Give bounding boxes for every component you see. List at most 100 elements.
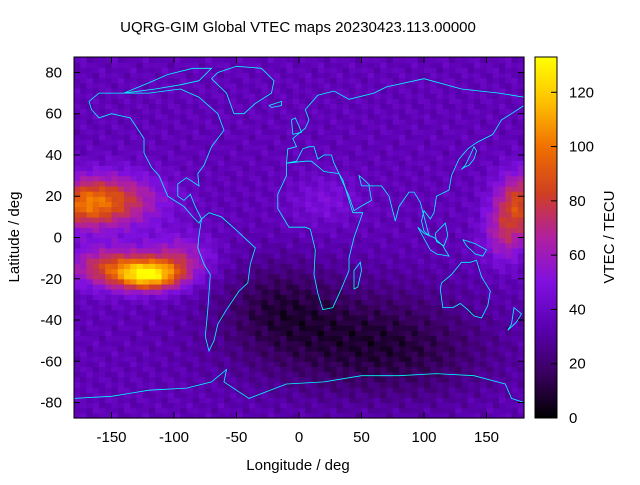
heatmap-cell (299, 134, 306, 141)
heatmap-cell (486, 108, 494, 115)
heatmap-cell (130, 345, 138, 352)
heatmap-cell (92, 325, 100, 331)
heatmap-cell (99, 402, 106, 409)
heatmap-cell (280, 325, 288, 331)
heatmap-cell (211, 361, 219, 368)
heatmap-cell (161, 237, 169, 244)
heatmap-cell (242, 77, 250, 84)
heatmap-cell (111, 314, 119, 321)
heatmap-cell (205, 387, 213, 393)
heatmap-cell (505, 376, 513, 383)
heatmap-cell (367, 381, 375, 388)
heatmap-cell (80, 247, 88, 254)
heatmap-cell (174, 299, 181, 306)
heatmap-cell (474, 185, 481, 192)
heatmap-cell (505, 222, 513, 228)
heatmap-cell (480, 320, 488, 326)
heatmap-cell (111, 129, 119, 135)
heatmap-cell (217, 108, 225, 115)
heatmap-cell (86, 304, 94, 311)
heatmap-cell (455, 139, 463, 146)
heatmap-cell (286, 407, 294, 414)
heatmap-cell (161, 335, 169, 342)
heatmap-cell (449, 149, 456, 156)
heatmap-cell (280, 350, 288, 357)
heatmap-cell (280, 222, 288, 228)
heatmap-cell (80, 77, 88, 84)
heatmap-cell (317, 139, 325, 146)
heatmap-cell (330, 273, 338, 280)
heatmap-cell (124, 283, 131, 290)
heatmap-cell (442, 376, 450, 383)
heatmap-cell (92, 222, 100, 228)
heatmap-cell (374, 191, 381, 197)
heatmap-cell (467, 258, 475, 264)
heatmap-cell (167, 299, 175, 306)
heatmap-cell (417, 149, 425, 156)
heatmap-cell (430, 371, 438, 378)
heatmap-cell (192, 340, 200, 347)
heatmap-cell (317, 309, 325, 316)
heatmap-cell (211, 350, 219, 357)
heatmap-cell (449, 129, 456, 135)
heatmap-cell (149, 361, 156, 368)
heatmap-cell (374, 309, 381, 316)
heatmap-cell (511, 77, 519, 84)
heatmap-cell (274, 309, 281, 316)
heatmap-cell (367, 170, 375, 177)
heatmap-cell (99, 196, 106, 202)
heatmap-cell (261, 283, 269, 290)
heatmap-cell (86, 283, 94, 290)
heatmap-cell (486, 397, 494, 404)
heatmap-cell (361, 62, 369, 68)
heatmap-cell (311, 180, 319, 187)
heatmap-cell (492, 211, 500, 218)
heatmap-cell (517, 222, 525, 228)
heatmap-cell (80, 237, 88, 244)
heatmap-cell (292, 93, 300, 99)
heatmap-cell (161, 180, 169, 187)
heatmap-cell (155, 160, 163, 166)
heatmap-cell (330, 134, 338, 141)
heatmap-cell (217, 268, 225, 275)
heatmap-cell (324, 294, 331, 300)
heatmap-cell (230, 345, 238, 352)
heatmap-cell (86, 361, 94, 368)
heatmap-cell (155, 247, 163, 254)
heatmap-cell (255, 77, 263, 84)
heatmap-cell (392, 402, 400, 409)
heatmap-cell (455, 340, 463, 347)
heatmap-cell (267, 376, 275, 383)
heatmap-cell (311, 361, 319, 368)
heatmap-cell (217, 72, 225, 79)
heatmap-cell (249, 325, 256, 331)
heatmap-cell (111, 402, 119, 409)
heatmap-cell (342, 113, 350, 120)
heatmap-cell (274, 160, 281, 166)
heatmap-cell (499, 170, 506, 177)
heatmap-cell (217, 144, 225, 151)
heatmap-cell (255, 283, 263, 290)
heatmap-cell (80, 366, 88, 373)
heatmap-cell (261, 392, 269, 398)
heatmap-cell (74, 201, 81, 208)
heatmap-cell (317, 134, 325, 141)
heatmap-cell (286, 309, 294, 316)
heatmap-cell (442, 211, 450, 218)
heatmap-cell (311, 160, 319, 166)
heatmap-cell (380, 335, 388, 342)
heatmap-cell (474, 335, 481, 342)
heatmap-cell (80, 402, 88, 409)
heatmap-cell (417, 263, 425, 270)
heatmap-cell (105, 211, 113, 218)
heatmap-cell (80, 309, 88, 316)
heatmap-cell (349, 252, 356, 259)
heatmap-cell (480, 124, 488, 130)
heatmap-cell (99, 309, 106, 316)
heatmap-cell (336, 397, 344, 404)
heatmap-cell (417, 118, 425, 125)
heatmap-cell (342, 350, 350, 357)
heatmap-cell (236, 87, 244, 94)
heatmap-cell (292, 412, 300, 419)
heatmap-cell (74, 258, 81, 264)
